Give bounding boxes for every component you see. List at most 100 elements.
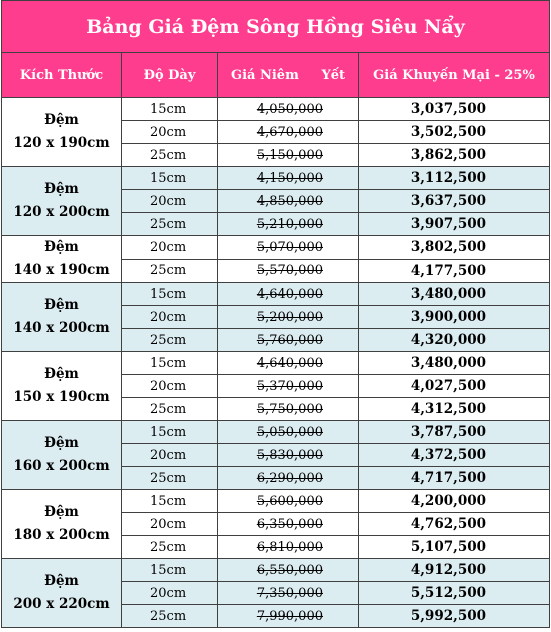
header-thickness: Độ Dày: [121, 52, 218, 98]
list-price-cell: 4,670,000: [217, 120, 359, 144]
thickness-cell: 20cm: [121, 305, 218, 329]
promo-price-cell: 4,762,500: [358, 512, 550, 536]
list-price-value: 4,850,000: [256, 193, 323, 209]
thickness-cell: 25cm: [121, 604, 218, 628]
size-cell: Đệm 200 x 220cm: [1, 558, 122, 628]
list-price-value: 7,350,000: [256, 585, 323, 601]
list-price-value: 4,050,000: [256, 101, 323, 117]
list-price-value: 5,050,000: [256, 424, 323, 440]
size-cell: Đệm 140 x 200cm: [1, 282, 122, 352]
list-price-value: 4,640,000: [256, 355, 323, 371]
size-label-dimensions: 140 x 200cm: [13, 320, 110, 336]
promo-price-cell: 3,637,500: [358, 189, 550, 213]
list-price-cell: 5,750,000: [217, 397, 359, 421]
table-row: 25cm 5,750,000 4,312,500: [2, 397, 550, 421]
thickness-cell: 25cm: [121, 212, 218, 236]
size-label-product: Đệm: [44, 504, 79, 520]
list-price-cell: 5,150,000: [217, 143, 359, 167]
table-row: 20cm 6,350,000 4,762,500: [2, 512, 550, 536]
list-price-value: 5,570,000: [256, 263, 323, 279]
table-row: Đệm 120 x 200cm 15cm 4,150,000 3,112,500: [1, 166, 550, 236]
size-label-product: Đệm: [44, 181, 79, 197]
promo-price-cell: 3,862,500: [358, 143, 550, 167]
size-label-dimensions: 180 x 200cm: [13, 527, 110, 543]
header-size: Kích Thước: [1, 52, 122, 98]
table-row: Đệm 180 x 200cm 15cm 5,600,000 4,200,000: [1, 489, 550, 559]
promo-price-cell: 3,480,000: [358, 282, 550, 306]
size-cell: Đệm 120 x 190cm: [1, 97, 122, 167]
list-price-value: 5,200,000: [256, 309, 323, 325]
list-price-value: 4,150,000: [256, 170, 323, 186]
header-list-price: Giá Niêm Yết: [217, 52, 359, 98]
size-label-product: Đệm: [44, 112, 79, 128]
list-price-value: 5,760,000: [256, 332, 323, 348]
table-row: Đệm 200 x 220cm 15cm 6,550,000 4,912,500: [1, 558, 550, 628]
size-label-dimensions: 150 x 190cm: [13, 389, 110, 405]
list-price-cell: 4,150,000: [217, 166, 359, 190]
list-price-value: 5,210,000: [256, 216, 323, 232]
promo-price-cell: 3,802,500: [358, 235, 550, 260]
list-price-cell: 5,050,000: [217, 420, 359, 444]
list-price-cell: 6,810,000: [217, 535, 359, 559]
thickness-cell: 15cm: [121, 489, 218, 513]
list-price-value: 5,150,000: [256, 147, 323, 163]
table-title: Bảng Giá Đệm Sông Hồng Siêu Nẩy: [1, 0, 550, 53]
table-row: 25cm 6,810,000 5,107,500: [2, 535, 550, 559]
size-cell: Đệm 180 x 200cm: [1, 489, 122, 559]
list-price-cell: 6,550,000: [217, 558, 359, 582]
table-row: 20cm 5,830,000 4,372,500: [2, 443, 550, 467]
size-cell: Đệm 120 x 200cm: [1, 166, 122, 236]
list-price-cell: 5,600,000: [217, 489, 359, 513]
promo-price-cell: 3,907,500: [358, 212, 550, 236]
thickness-cell: 25cm: [121, 328, 218, 352]
list-price-cell: 4,850,000: [217, 189, 359, 213]
list-price-value: 5,370,000: [256, 378, 323, 394]
header-promo-price: Giá Khuyến Mại - 25%: [358, 52, 550, 98]
list-price-cell: 4,640,000: [217, 351, 359, 375]
promo-price-cell: 5,107,500: [358, 535, 550, 559]
list-price-value: 6,550,000: [256, 562, 323, 578]
promo-price-cell: 3,480,000: [358, 351, 550, 375]
list-price-value: 4,670,000: [256, 124, 323, 140]
promo-price-cell: 5,512,500: [358, 581, 550, 605]
size-label-dimensions: 140 x 190cm: [13, 262, 110, 278]
size-cell: Đệm 160 x 200cm: [1, 420, 122, 490]
thickness-cell: 20cm: [121, 512, 218, 536]
promo-price-cell: 4,320,000: [358, 328, 550, 352]
list-price-value: 6,290,000: [256, 470, 323, 486]
thickness-cell: 25cm: [121, 143, 218, 167]
table-row: 20cm 4,850,000 3,637,500: [2, 189, 550, 213]
list-price-cell: 5,370,000: [217, 374, 359, 398]
thickness-cell: 25cm: [121, 397, 218, 421]
list-price-cell: 4,640,000: [217, 282, 359, 306]
thickness-cell: 25cm: [121, 258, 218, 283]
size-label-dimensions: 120 x 200cm: [13, 204, 110, 220]
thickness-cell: 15cm: [121, 166, 218, 190]
list-price-cell: 7,350,000: [217, 581, 359, 605]
table-row: Đệm 140 x 200cm 15cm 4,640,000 3,480,000: [1, 282, 550, 352]
table-row: 25cm 5,760,000 4,320,000: [2, 328, 550, 352]
list-price-value: 5,600,000: [256, 493, 323, 509]
thickness-cell: 20cm: [121, 120, 218, 144]
thickness-cell: 25cm: [121, 535, 218, 559]
thickness-cell: 20cm: [121, 374, 218, 398]
table-row: Đệm 150 x 190cm 15cm 4,640,000 3,480,000: [1, 351, 550, 421]
list-price-value: 5,750,000: [256, 401, 323, 417]
table-row: Đệm 120 x 190cm 15cm 4,050,000 3,037,500: [1, 97, 550, 167]
size-label-product: Đệm: [44, 435, 79, 451]
table-row: 20cm 4,670,000 3,502,500: [2, 120, 550, 144]
table-row: 20cm 5,200,000 3,900,000: [2, 305, 550, 329]
list-price-value: 6,810,000: [256, 539, 323, 555]
size-cell: Đệm 140 x 190cm: [1, 235, 122, 283]
header-row: Kích Thước Độ Dày Giá Niêm Yết Giá Khuyế…: [1, 52, 550, 98]
promo-price-cell: 4,027,500: [358, 374, 550, 398]
size-label-dimensions: 120 x 190cm: [13, 135, 110, 151]
promo-price-cell: 3,502,500: [358, 120, 550, 144]
list-price-cell: 5,210,000: [217, 212, 359, 236]
table-row: 25cm 5,210,000 3,907,500: [2, 212, 550, 236]
size-label-product: Đệm: [44, 573, 79, 589]
promo-price-cell: 3,037,500: [358, 97, 550, 121]
table-row: 20cm 7,350,000 5,512,500: [2, 581, 550, 605]
